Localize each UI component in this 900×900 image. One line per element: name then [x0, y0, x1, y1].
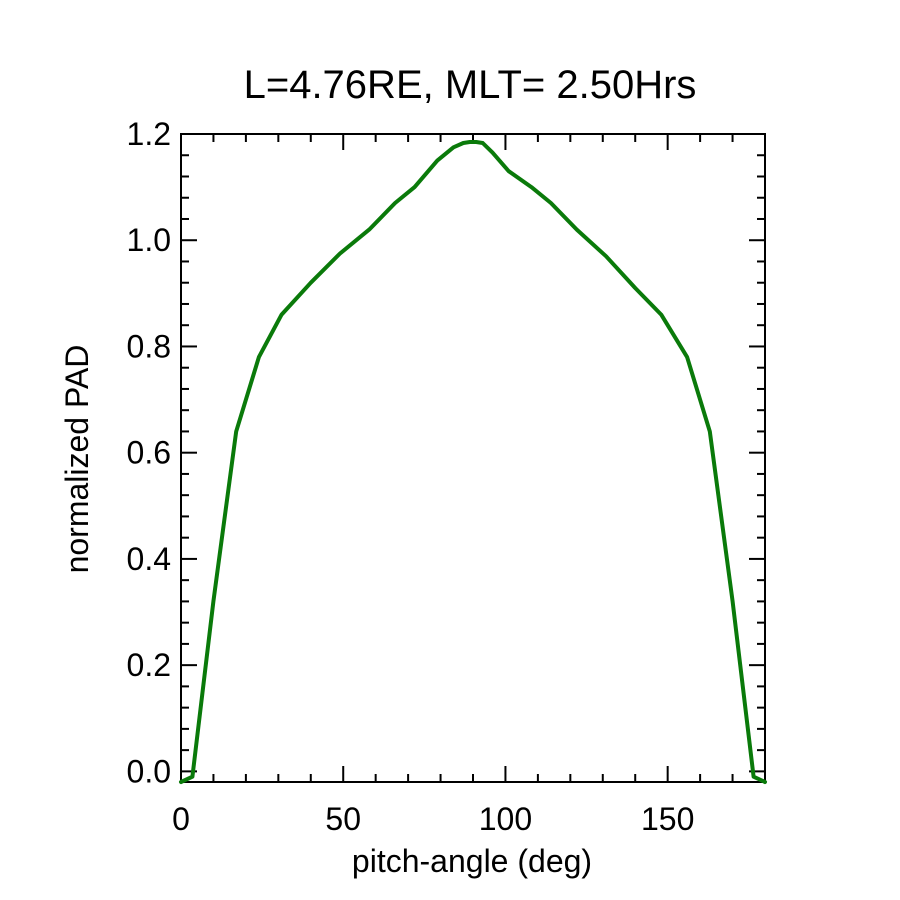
x-tick-label: 150: [641, 801, 694, 837]
x-tick-label: 50: [325, 801, 361, 837]
x-tick-label: 0: [172, 801, 190, 837]
y-tick-label: 0.8: [127, 328, 171, 364]
y-tick-label: 1.0: [127, 222, 171, 258]
x-tick-label: 100: [479, 801, 532, 837]
y-tick-label: 0.2: [127, 647, 171, 683]
x-axis-label: pitch-angle (deg): [352, 843, 592, 879]
y-tick-label: 1.2: [127, 116, 171, 152]
series-line: [179, 140, 767, 784]
y-tick-label: 0.6: [127, 435, 171, 471]
plot-area: 0 50 100 150 0.0 0.2 0.4 0.6 0.8 1.0 1.2: [127, 116, 767, 837]
y-tick-label: 0.4: [127, 541, 171, 577]
chart-title: L=4.76RE, MLT= 2.50Hrs: [244, 63, 697, 107]
y-tick-label: 0.0: [127, 753, 171, 789]
y-axis-label: normalized PAD: [59, 345, 95, 574]
